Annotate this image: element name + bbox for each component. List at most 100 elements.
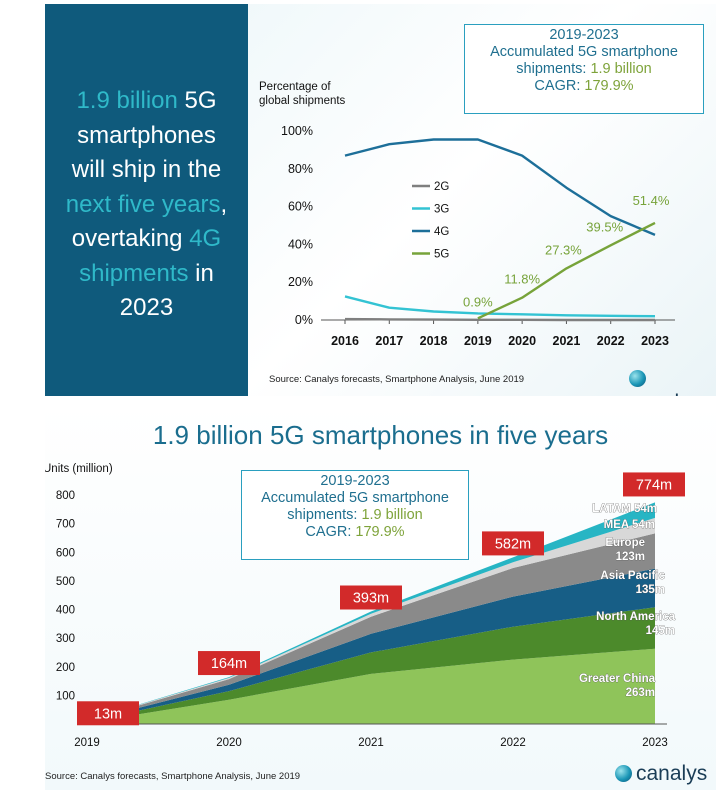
total-label-box [623, 472, 685, 497]
line-chart-x-tick-label: 2020 [508, 334, 536, 348]
line-chart-y-tick-label: 40% [288, 237, 313, 251]
callout-shipments-value: 1.9 billion [590, 61, 652, 77]
area-chart-panel: 1.9 billion 5G smartphones in five years… [45, 404, 716, 790]
callout-cagr-label: CAGR: [534, 78, 585, 94]
area-chart-x-tick-label: 2023 [642, 737, 668, 749]
bottom-source-note: Source: Canalys forecasts, Smartphone An… [45, 771, 301, 782]
headline-sidebar: 1.9 billion 5G smartphones will ship in th… [45, 4, 248, 396]
line-chart-x-tick-label: 2023 [641, 334, 669, 348]
headline-highlight: 4G [189, 225, 222, 252]
area-chart-y-tick-label: 400 [56, 605, 75, 617]
area-chart-y-tick-label: 100 [56, 690, 75, 702]
area-chart-title: 1.9 billion 5G smartphones in five years [152, 420, 609, 450]
total-label-box [340, 585, 402, 610]
callout-cagr-line: CAGR: 179.9% [242, 524, 468, 541]
area-series-greater-china [87, 648, 655, 724]
area-chart-y-tick-label: 200 [56, 662, 75, 674]
total-label-box [482, 531, 544, 556]
line-chart-data-label: 39.5% [586, 219, 623, 234]
top-logo-text: canalys [629, 391, 700, 396]
callout-period: 2019-2023 [320, 473, 390, 489]
total-label: 393m [353, 591, 389, 607]
callout-shipments-value: 1.9 billion [361, 507, 423, 523]
top-summary-callout: 2019-2023 Accumulated 5G smartphone ship… [464, 24, 704, 114]
area-series-mea [87, 517, 655, 721]
line-chart-x-tick-label: 2022 [597, 334, 625, 348]
area-chart-ylabel: Units (million) [45, 463, 113, 475]
line-chart-y-tick-label: 80% [288, 162, 313, 176]
headline-highlight: shipments [79, 259, 189, 287]
callout-shipments-line: shipments: 1.9 billion [242, 507, 468, 524]
line-chart-y-tick-label: 0% [295, 313, 313, 327]
canalys-globe-icon [615, 765, 632, 782]
line-series-4g [344, 138, 656, 237]
line-chart-x-tick-label: 2018 [420, 334, 448, 348]
area-chart-y-tick-label: 600 [56, 547, 75, 559]
headline-segment: smartphones [77, 121, 216, 149]
headline-segment: overtaking [71, 225, 190, 252]
headline-text: 1.9 billion 5G smartphones will ship in th… [45, 84, 248, 326]
region-label-mea: MEA 54m [604, 519, 655, 531]
line-chart-ylabel-line1: Percentage of [259, 81, 331, 93]
callout-period: 2019-2023 [549, 27, 619, 43]
area-chart-x-tick-label: 2021 [358, 737, 384, 749]
line-chart-x-tick-label: 2019 [464, 334, 492, 348]
area-chart-x-tick-label: 2022 [500, 737, 526, 749]
line-chart-data-label: 11.8% [504, 272, 540, 287]
top-canalys-logo: canalys [629, 367, 716, 396]
line-chart-ylabel-line2: global shipments [259, 95, 346, 107]
line-chart-y-tick-label: 20% [288, 275, 313, 289]
headline-segment: will ship in the [71, 156, 222, 183]
headline-highlight: next five years [65, 190, 221, 218]
callout-description: Accumulated 5G smartphone [261, 490, 449, 506]
line-chart-data-label: 51.4% [633, 193, 670, 208]
legend-label-4g: 4G [434, 226, 449, 238]
line-series-3g [344, 295, 656, 318]
headline-segment: 5G [177, 87, 217, 114]
callout-cagr-value: 179.9% [355, 524, 405, 540]
line-chart-y-tick-label: 60% [288, 200, 313, 214]
area-chart: Units (million) 100 200 300 400 500 600 700 800… [45, 463, 685, 749]
area-chart-x-tick-label: 2020 [216, 737, 242, 749]
area-chart-y-tick-label: 300 [56, 633, 75, 645]
total-label-box [198, 651, 260, 676]
area-series-asia-pacific [87, 568, 655, 722]
headline-segment: 2023 [119, 294, 174, 321]
total-label: 582m [495, 536, 531, 552]
line-chart-x-tick-label: 2016 [331, 334, 359, 348]
callout-cagr-label: CAGR: [305, 524, 356, 540]
line-chart-x-tick-label: 2021 [553, 334, 581, 348]
line-chart-x-tick-label: 2017 [375, 334, 403, 348]
line-chart-panel: 1.9 billion 5G smartphones will ship in th… [45, 4, 716, 396]
legend-label-2g: 2G [434, 181, 449, 193]
headline-highlight: 1.9 billion [76, 87, 178, 114]
region-label-latam: LATAM 54m [592, 503, 657, 515]
line-chart-data-label: 0.9% [463, 294, 493, 309]
region-value-europe: 123m [616, 551, 645, 563]
headline-segment: in [188, 259, 214, 287]
line-chart-y-tick-label: 100% [281, 124, 313, 138]
area-chart-y-tick-label: 500 [56, 576, 75, 588]
canalys-globe-icon [629, 370, 646, 387]
bottom-logo-text: canalys [636, 762, 708, 785]
bottom-summary-callout: 2019-2023 Accumulated 5G smartphone ship… [241, 470, 469, 560]
area-chart-y-tick-label: 700 [56, 519, 75, 531]
area-series-europe [87, 533, 655, 722]
legend-label-3g: 3G [434, 204, 449, 216]
top-source-note: Source: Canalys forecasts, Smartphone An… [269, 374, 525, 385]
region-label-greater-china: Greater China [579, 673, 656, 685]
callout-description: Accumulated 5G smartphone [490, 44, 678, 60]
area-series-north-america [87, 607, 655, 723]
total-label-box [77, 701, 139, 726]
line-chart-data-label: 27.3% [545, 242, 582, 257]
area-chart-y-tick-label: 800 [56, 490, 75, 502]
total-label: 164m [211, 656, 247, 672]
region-value-asia-pacific: 135m [636, 584, 665, 596]
bottom-canalys-logo: canalys [615, 762, 707, 786]
line-series-2g [344, 317, 655, 322]
region-value-greater-china: 263m [626, 687, 655, 699]
line-chart: Percentage of global shipments 0% 20% 40% 6… [259, 81, 675, 348]
line-series-5g [477, 221, 656, 320]
callout-shipments-label: shipments: [516, 61, 591, 77]
callout-shipments-line: shipments: 1.9 billion [465, 61, 703, 78]
